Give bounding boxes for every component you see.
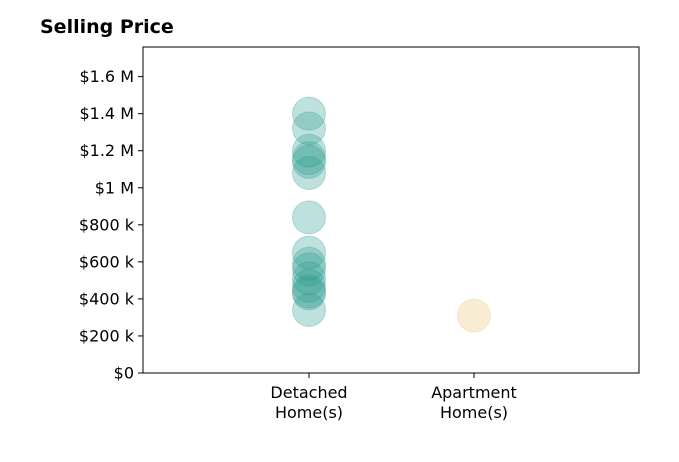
data-point	[292, 274, 326, 309]
y-tick-label: $0	[114, 364, 134, 383]
data-point	[292, 111, 326, 146]
y-tick-label: $1 M	[95, 178, 134, 197]
data-points	[292, 96, 491, 333]
data-point	[292, 246, 326, 281]
plot-frame	[142, 46, 640, 374]
data-point	[292, 235, 326, 270]
x-tick-label: Home(s)	[440, 403, 508, 422]
y-tick-label: $1.2 M	[79, 141, 134, 160]
data-point	[292, 96, 326, 131]
data-point	[292, 155, 326, 190]
y-tick-label: $200 k	[79, 326, 135, 345]
chart-title: Selling Price	[40, 16, 174, 38]
data-point	[292, 276, 326, 311]
data-point	[292, 144, 326, 179]
data-point	[292, 261, 326, 296]
x-tick-label: Home(s)	[275, 403, 343, 422]
data-point	[292, 293, 326, 328]
y-tick-label: $1.4 M	[79, 104, 134, 123]
y-tick-label: $1.6 M	[79, 67, 134, 86]
y-tick-label: $600 k	[79, 252, 135, 271]
x-tick-label: Apartment	[431, 383, 517, 402]
data-point	[457, 298, 491, 333]
data-point	[292, 200, 326, 235]
x-tick-label: Detached	[270, 383, 347, 402]
data-point	[292, 133, 326, 168]
data-point	[292, 268, 326, 303]
y-axis: $0 $200 k $400 k $600 k $800 k $1 M $1.2 M $1.4…	[79, 67, 143, 383]
y-tick-label: $400 k	[79, 289, 135, 308]
data-point	[292, 141, 326, 176]
data-point	[292, 252, 326, 287]
y-tick-label: $800 k	[79, 215, 135, 234]
